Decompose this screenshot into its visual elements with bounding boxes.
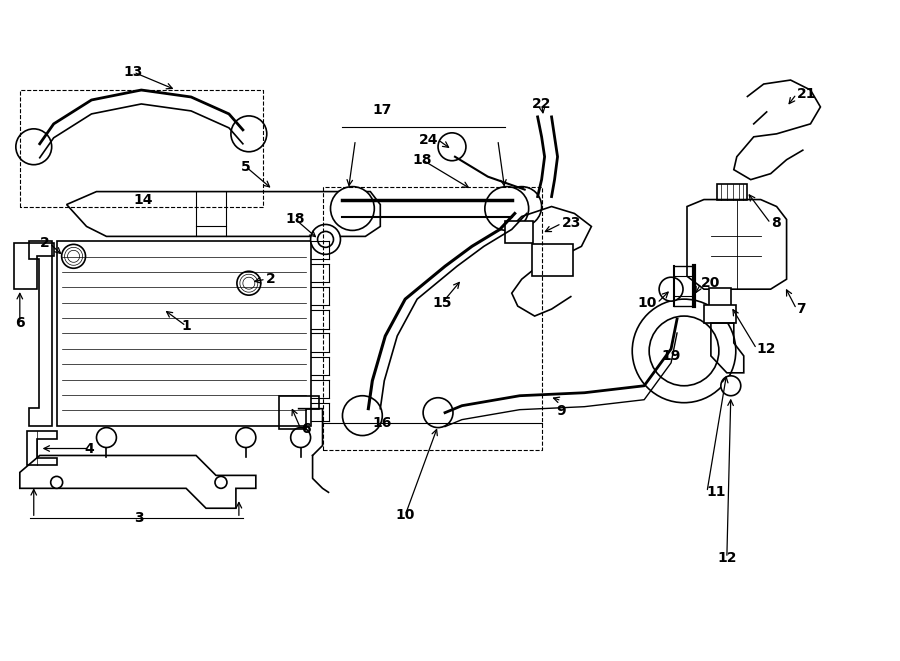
Circle shape	[438, 133, 466, 161]
Text: 14: 14	[133, 192, 153, 206]
Text: 22: 22	[532, 97, 552, 111]
Circle shape	[343, 396, 382, 436]
Text: 16: 16	[373, 416, 392, 430]
Text: 24: 24	[418, 133, 438, 147]
Circle shape	[649, 316, 719, 386]
Circle shape	[61, 245, 86, 268]
Text: 13: 13	[123, 65, 143, 79]
Text: 21: 21	[796, 87, 816, 101]
Text: 5: 5	[241, 160, 251, 174]
Bar	[57, 241, 310, 426]
Text: 2: 2	[40, 237, 50, 251]
Circle shape	[291, 428, 310, 447]
Text: 8: 8	[770, 216, 780, 231]
Text: 10: 10	[395, 508, 415, 522]
Bar	[505, 221, 533, 243]
Circle shape	[16, 129, 51, 165]
Circle shape	[231, 116, 266, 152]
Circle shape	[215, 477, 227, 488]
Text: 23: 23	[562, 216, 580, 231]
Text: 7: 7	[796, 302, 806, 316]
Text: 19: 19	[662, 349, 681, 363]
Circle shape	[237, 271, 261, 295]
Text: 3: 3	[134, 511, 144, 525]
Bar	[532, 245, 573, 276]
Text: 10: 10	[638, 296, 657, 310]
Circle shape	[330, 186, 374, 231]
Circle shape	[50, 477, 63, 488]
Text: 11: 11	[706, 485, 726, 499]
Circle shape	[318, 231, 334, 247]
Bar	[709, 288, 731, 306]
Circle shape	[502, 186, 542, 227]
Text: 9: 9	[557, 404, 566, 418]
Circle shape	[632, 299, 736, 403]
Text: 18: 18	[286, 212, 305, 227]
Text: 12: 12	[717, 551, 736, 565]
Text: 18: 18	[412, 153, 432, 167]
Circle shape	[485, 186, 528, 231]
Circle shape	[721, 376, 741, 396]
Circle shape	[659, 277, 683, 301]
Text: 6: 6	[15, 316, 24, 330]
Circle shape	[236, 428, 256, 447]
Text: 1: 1	[181, 319, 191, 333]
Text: 6: 6	[301, 422, 310, 436]
Text: 15: 15	[432, 296, 452, 310]
Text: 17: 17	[373, 103, 392, 117]
Text: 12: 12	[757, 342, 776, 356]
Circle shape	[96, 428, 116, 447]
Text: 20: 20	[701, 276, 720, 290]
Text: 4: 4	[85, 442, 94, 455]
Text: 2: 2	[266, 272, 275, 286]
Circle shape	[423, 398, 453, 428]
Circle shape	[310, 225, 340, 254]
Bar	[704, 305, 736, 323]
